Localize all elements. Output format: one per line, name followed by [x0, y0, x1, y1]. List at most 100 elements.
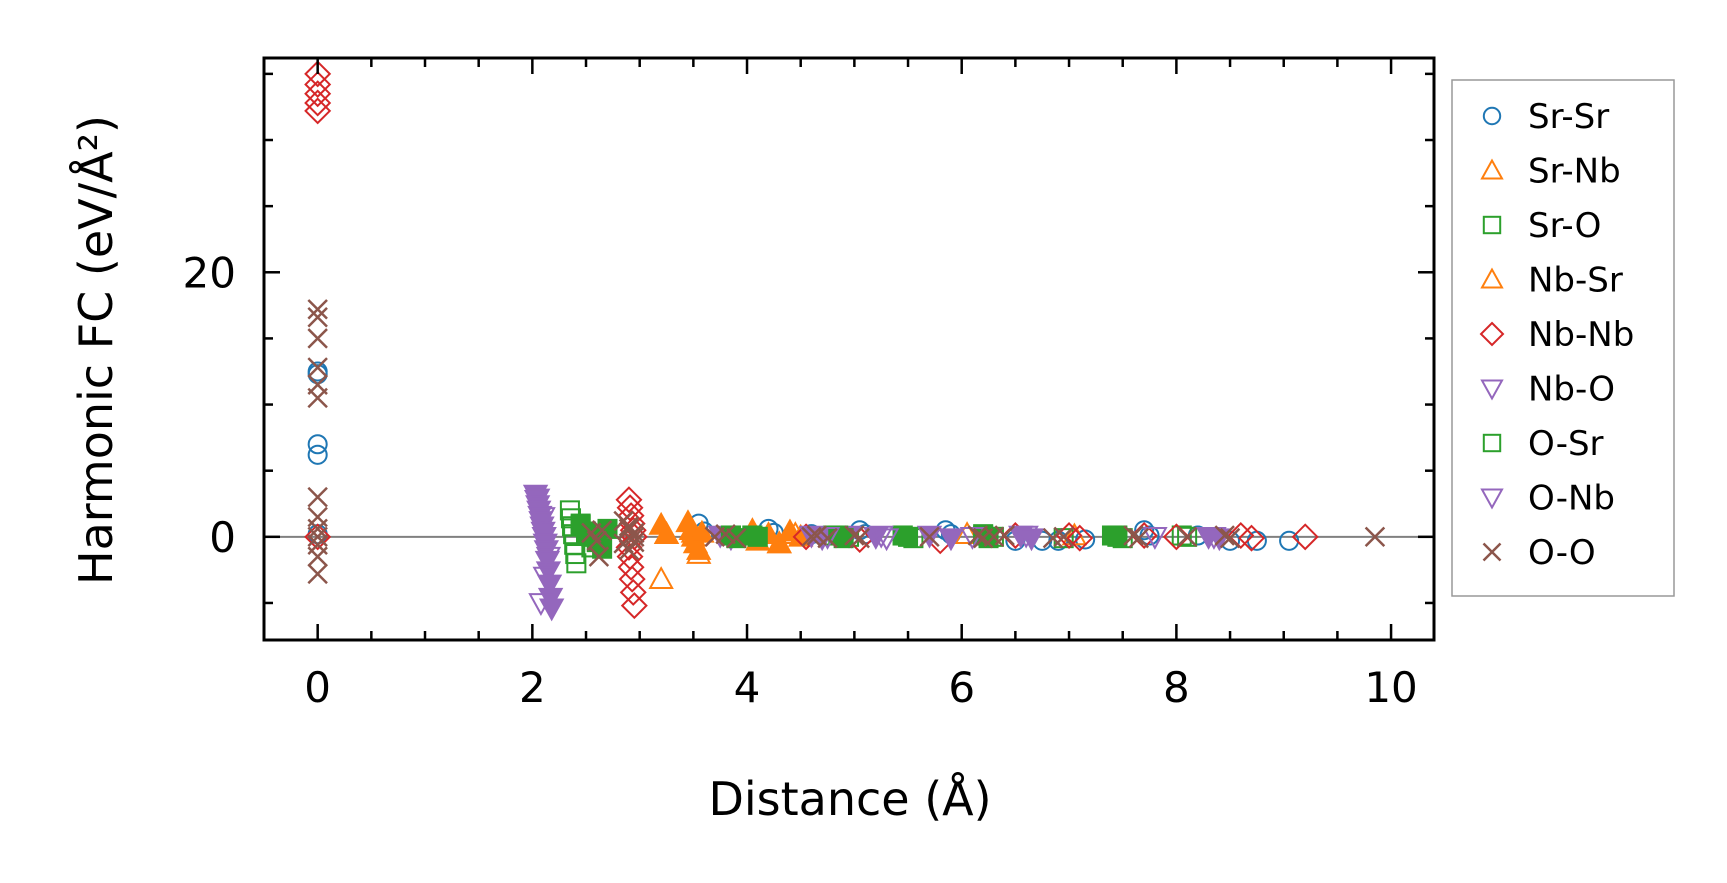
data-point	[618, 516, 640, 537]
data-point	[1177, 526, 1198, 547]
legend-label: O-Nb	[1528, 479, 1615, 519]
data-point	[591, 519, 613, 541]
x-tick-label: 4	[734, 663, 761, 712]
data-point	[954, 521, 980, 544]
data-point	[1142, 527, 1168, 550]
data-point	[307, 387, 328, 409]
data-point	[528, 593, 554, 617]
data-point	[1123, 525, 1144, 546]
legend-item: O-O	[1482, 533, 1596, 573]
data-point	[307, 299, 328, 320]
legend-marker	[1480, 488, 1504, 510]
data-point	[619, 578, 647, 606]
data-point	[1227, 521, 1255, 550]
legend-marker	[1480, 379, 1504, 401]
legend-label: Sr-Nb	[1528, 152, 1621, 192]
data-point	[686, 536, 712, 560]
data-point	[307, 486, 328, 508]
data-point	[1364, 526, 1386, 548]
series-o-nb	[525, 488, 1227, 617]
data-point	[307, 357, 328, 378]
legend-marker	[1482, 542, 1502, 562]
data-point	[648, 566, 674, 589]
data-point	[1018, 528, 1045, 552]
legend-label: Nb-Sr	[1528, 261, 1623, 301]
legend-item: Nb-O	[1480, 370, 1615, 410]
data-point	[617, 553, 645, 581]
x-tick-label: 10	[1364, 663, 1417, 712]
data-point	[530, 507, 556, 531]
legend-label: Nb-O	[1528, 370, 1615, 410]
legend-label: Sr-Sr	[1528, 97, 1609, 137]
legend-marker	[1482, 433, 1502, 453]
y-tick-label: 20	[183, 248, 236, 297]
data-point	[307, 563, 328, 585]
data-point	[307, 444, 328, 465]
legend-item: Sr-O	[1482, 206, 1601, 246]
legend-item: Sr-Nb	[1480, 152, 1621, 192]
data-point	[1107, 526, 1128, 547]
data-point	[801, 526, 822, 548]
data-point	[304, 70, 332, 98]
legend-marker	[1479, 321, 1505, 347]
data-point	[726, 527, 747, 549]
data-point	[304, 89, 332, 117]
legend-label: Nb-Nb	[1528, 315, 1634, 355]
data-point	[747, 526, 768, 547]
data-point	[535, 546, 562, 570]
x-tick-label: 0	[304, 663, 331, 712]
legend-marker	[1480, 158, 1504, 180]
data-point	[919, 526, 940, 548]
data-point	[615, 486, 643, 514]
data-point	[616, 494, 644, 522]
data-point	[1053, 526, 1074, 548]
data-point	[624, 526, 645, 548]
data-point	[307, 526, 328, 548]
data-point	[304, 97, 332, 125]
data-point	[566, 553, 587, 574]
data-point	[307, 328, 328, 349]
data-point	[588, 546, 610, 567]
x-tick-label: 6	[948, 663, 975, 712]
legend-label: Sr-O	[1528, 206, 1601, 246]
data-point	[849, 527, 870, 549]
data-point	[1214, 525, 1235, 546]
data-point	[307, 434, 328, 455]
plot-frame	[262, 56, 1436, 642]
data-point	[898, 526, 919, 547]
data-point	[938, 528, 964, 552]
data-point	[559, 500, 580, 521]
data-point	[967, 525, 989, 546]
data-point	[307, 546, 328, 567]
legend-item: Nb-Nb	[1479, 315, 1634, 355]
data-point	[1128, 527, 1150, 549]
x-tick-label: 2	[519, 663, 546, 712]
data-point	[304, 60, 332, 88]
data-point	[1013, 525, 1039, 549]
data-point	[766, 530, 792, 554]
legend-label: O-Sr	[1528, 424, 1604, 464]
legend-item: Sr-Sr	[1482, 97, 1609, 137]
data-point	[873, 528, 900, 552]
data-point	[304, 523, 332, 551]
data-point	[304, 80, 332, 108]
x-tick-label: 8	[1163, 663, 1190, 712]
y-axis-label: Harmonic FC (eV/Å²)	[69, 115, 123, 585]
data-point	[1134, 520, 1155, 541]
series-o-o	[307, 299, 1386, 585]
data-point	[994, 525, 1015, 546]
series-sr-sr	[307, 361, 1300, 551]
series-nb-nb	[304, 60, 1319, 620]
legend: Sr-Sr Sr-Nb Sr-O Nb-Sr Nb-Nb Nb-O O-Sr O-Nb O-O	[1451, 79, 1675, 597]
y-tick-label: 0	[209, 513, 236, 562]
legend-item: Nb-Sr	[1480, 261, 1623, 301]
data-point	[525, 488, 551, 512]
axes: 0 2 4 6 8 10 0 20	[183, 56, 1436, 712]
x-axis-label: Distance (Å)	[708, 772, 991, 826]
data-point	[1176, 526, 1198, 548]
data-point	[624, 531, 645, 553]
legend-marker	[1482, 106, 1502, 126]
data-point	[814, 527, 841, 550]
data-point	[1066, 524, 1094, 552]
